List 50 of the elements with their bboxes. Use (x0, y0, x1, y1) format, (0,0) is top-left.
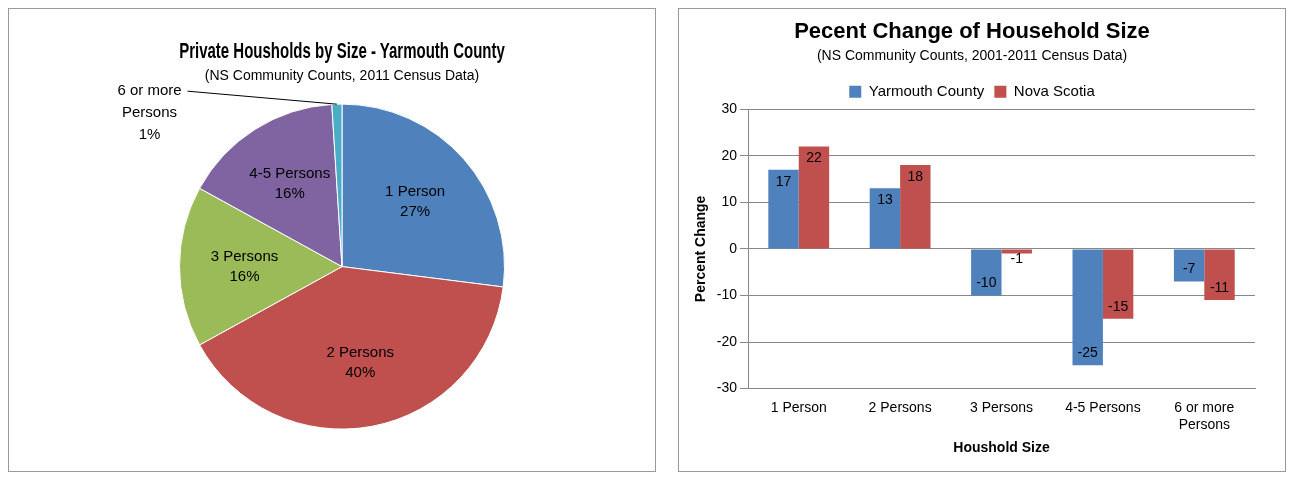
data-label: 16% (229, 266, 260, 284)
chart-title: Private Housholds by Size - Yarmouth County (179, 38, 506, 63)
y-tick-label: 30 (721, 100, 738, 117)
data-label: -7 (1182, 260, 1196, 277)
data-label: 13 (877, 191, 893, 208)
data-label: 16% (274, 184, 305, 202)
slice-label: 6 or more Persons (117, 81, 182, 121)
bar (1204, 249, 1235, 301)
y-tick-label: 20 (721, 146, 738, 163)
slice-label: 2 Persons (326, 342, 395, 360)
bar (1001, 249, 1032, 254)
chart-subtitle: (NS Community Counts, 2011 Census Data) (204, 66, 480, 83)
y-tick-label: -30 (716, 379, 738, 396)
legend-label: Nova Scotia (1013, 81, 1096, 99)
x-tick-label: 1 Person (770, 398, 827, 415)
x-tick-label: 6 or more Persons (1174, 398, 1235, 432)
x-tick-label: 3 Persons (969, 398, 1034, 415)
x-tick-label: 2 Persons (868, 398, 932, 415)
data-label: -10 (976, 274, 997, 291)
y-axis-title: Percent Change (692, 195, 709, 303)
y-tick-label: -20 (716, 332, 738, 349)
slice-label: 4-5 Persons (249, 164, 331, 182)
bar (1102, 249, 1134, 319)
data-label: 1% (138, 125, 161, 143)
bar (869, 188, 901, 249)
y-tick-label: 0 (729, 239, 738, 256)
data-label: -15 (1108, 297, 1129, 314)
data-label: -11 (1209, 278, 1230, 295)
y-tick-label: 10 (721, 193, 738, 210)
bar (900, 165, 931, 249)
slice-label: 1 Person (385, 182, 446, 200)
data-label: -25 (1077, 344, 1099, 361)
bar (1173, 249, 1205, 282)
data-label: 27% (400, 202, 431, 220)
chart-subtitle: (NS Community Counts, 2001-2011 Census Data) (816, 46, 1128, 63)
chart-title: Pecent Change of Household Size (794, 18, 1150, 44)
bar (971, 249, 1002, 296)
data-label: 40% (345, 362, 376, 380)
data-label: 18 (907, 167, 924, 184)
data-label: 17 (775, 172, 792, 189)
bar (798, 146, 830, 249)
bar (1072, 249, 1103, 366)
slice-label: 3 Persons (210, 246, 279, 264)
x-axis-title: Houshold Size (953, 439, 1050, 456)
data-label: -1 (1010, 250, 1024, 267)
legend-label: Yarmouth County (868, 81, 985, 99)
data-label: 22 (806, 149, 822, 166)
bar (768, 169, 799, 249)
y-tick-label: -10 (716, 286, 738, 303)
x-tick-label: 4-5 Persons (1065, 398, 1141, 415)
